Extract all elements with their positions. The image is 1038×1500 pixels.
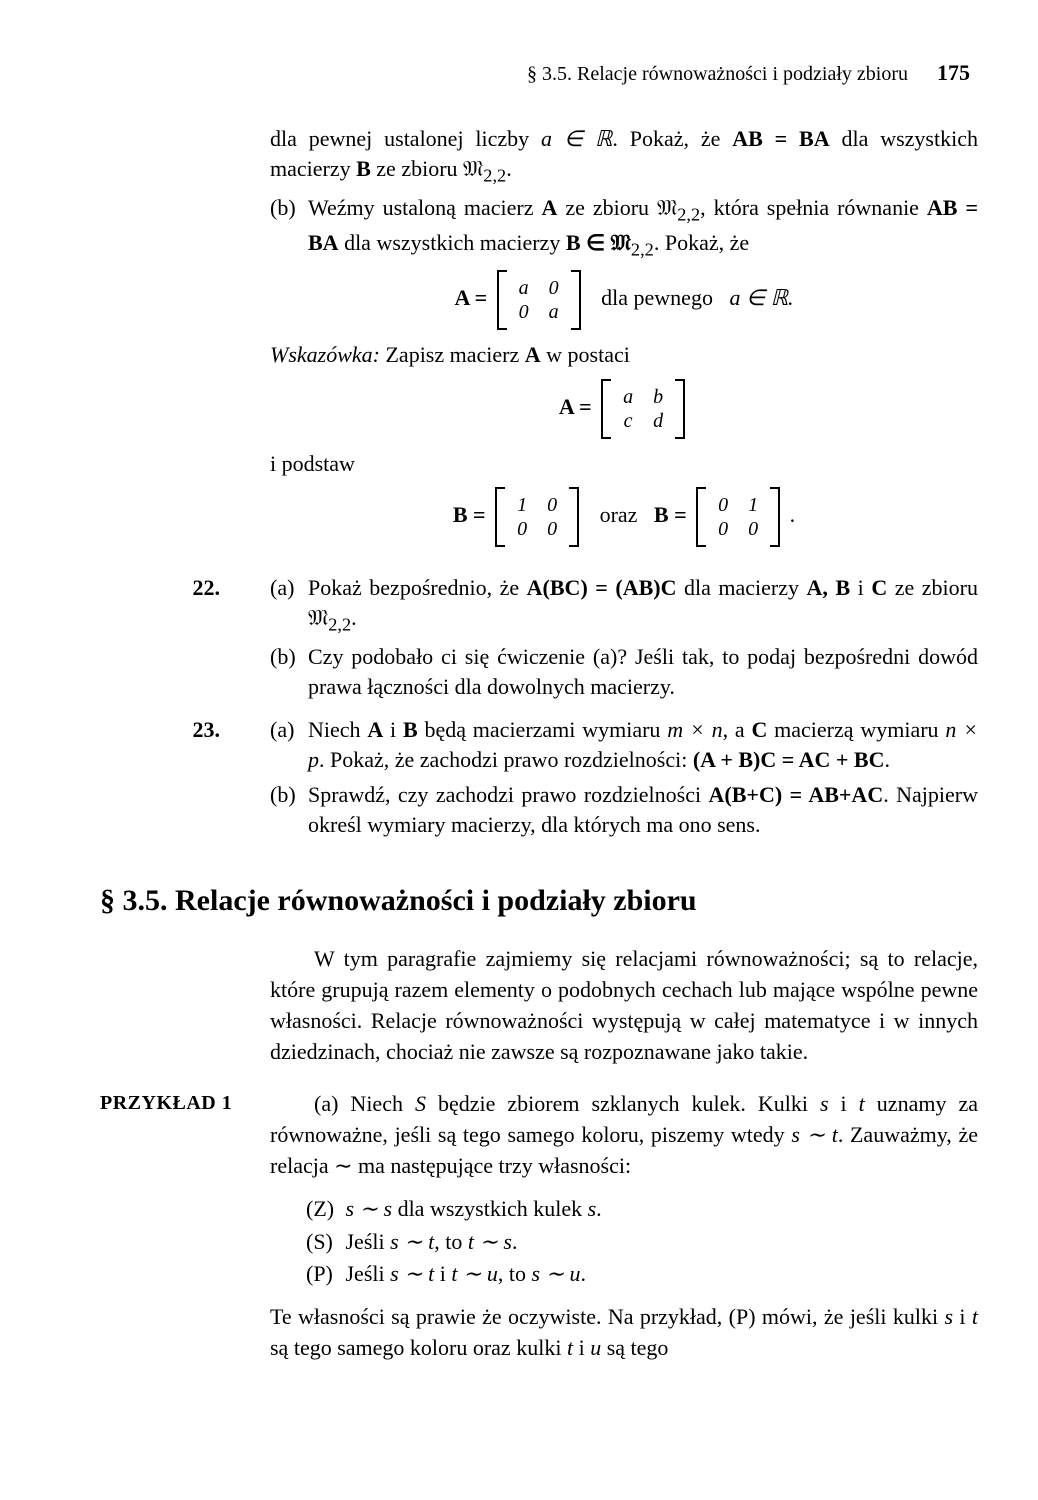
example-1-after: Te własności są prawie że oczywiste. Na … <box>270 1302 978 1364</box>
i-podstaw: i podstaw <box>270 449 978 479</box>
ex-23-b: (b) Sprawdź, czy zachodzi prawo rozdziel… <box>270 780 978 841</box>
ex-22-number: 22. <box>180 573 220 603</box>
property-P: (P) Jeśli s ∼ t i t ∼ u, to s ∼ u. <box>306 1259 978 1290</box>
example-1-label: PRZYKŁAD 1 <box>100 1089 232 1117</box>
property-list: (Z) s ∼ s dla wszystkich kulek s. (S) Je… <box>306 1194 978 1290</box>
exercise-23: 23. (a) Niech A i B będą macierzami wymi… <box>270 715 978 840</box>
continuation-text: dla pewnej ustalonej liczby a ∈ ℝ. Pokaż… <box>270 124 978 545</box>
matrix-display-A1: A = a0 0a dla pewnego a ∈ ℝ. <box>270 272 978 328</box>
ex-23-a: (a) Niech A i B będą macierzami wymiaru … <box>270 715 978 776</box>
matrix-A1: a0 0a <box>497 272 581 328</box>
page-number: 175 <box>937 60 970 85</box>
matrix-B1: 10 00 <box>495 489 579 545</box>
hint-line: Wskazówka: Zapisz macierz A w postaci <box>270 340 978 370</box>
example-1: PRZYKŁAD 1 (a) Niech S będzie zbiorem sz… <box>270 1089 978 1363</box>
matrix-display-B: B = 10 00 oraz B = 01 00 . <box>270 489 978 545</box>
section-heading: § 3.5. Relacje równoważności i podziały … <box>100 884 978 918</box>
ex-23-number: 23. <box>180 715 220 745</box>
running-header: § 3.5. Relacje równoważności i podziały … <box>100 60 978 86</box>
header-section: § 3.5. Relacje równoważności i podziały … <box>527 63 908 85</box>
matrix-A2: ab cd <box>601 381 685 437</box>
part-b: (b) Weźmy ustaloną macierz A ze zbioru 𝔐… <box>270 193 978 262</box>
section-intro: W tym paragrafie zajmiemy się relacjami … <box>270 944 978 1067</box>
property-Z: (Z) s ∼ s dla wszystkich kulek s. <box>306 1194 978 1225</box>
ex-22-a: (a) Pokaż bezpośrednio, że A(BC) = (AB)C… <box>270 573 978 638</box>
property-S: (S) Jeśli s ∼ t, to t ∼ s. <box>306 1227 978 1258</box>
matrix-display-A2: A = ab cd <box>270 381 978 437</box>
matrix-B2: 01 00 <box>696 489 780 545</box>
ex-22-b: (b) Czy podobało ci się ćwiczenie (a)? J… <box>270 642 978 703</box>
exercise-22: 22. (a) Pokaż bezpośrednio, że A(BC) = (… <box>270 573 978 703</box>
